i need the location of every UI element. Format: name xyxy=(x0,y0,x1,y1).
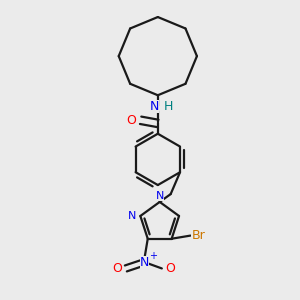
Text: O: O xyxy=(112,262,122,275)
Text: N: N xyxy=(140,256,149,269)
Text: N: N xyxy=(155,191,164,201)
Text: N: N xyxy=(149,100,159,113)
Text: O: O xyxy=(126,114,136,127)
Text: Br: Br xyxy=(191,229,205,242)
Text: N: N xyxy=(128,211,137,221)
Text: +: + xyxy=(149,251,158,261)
Text: O: O xyxy=(166,262,176,275)
Text: H: H xyxy=(164,100,173,113)
